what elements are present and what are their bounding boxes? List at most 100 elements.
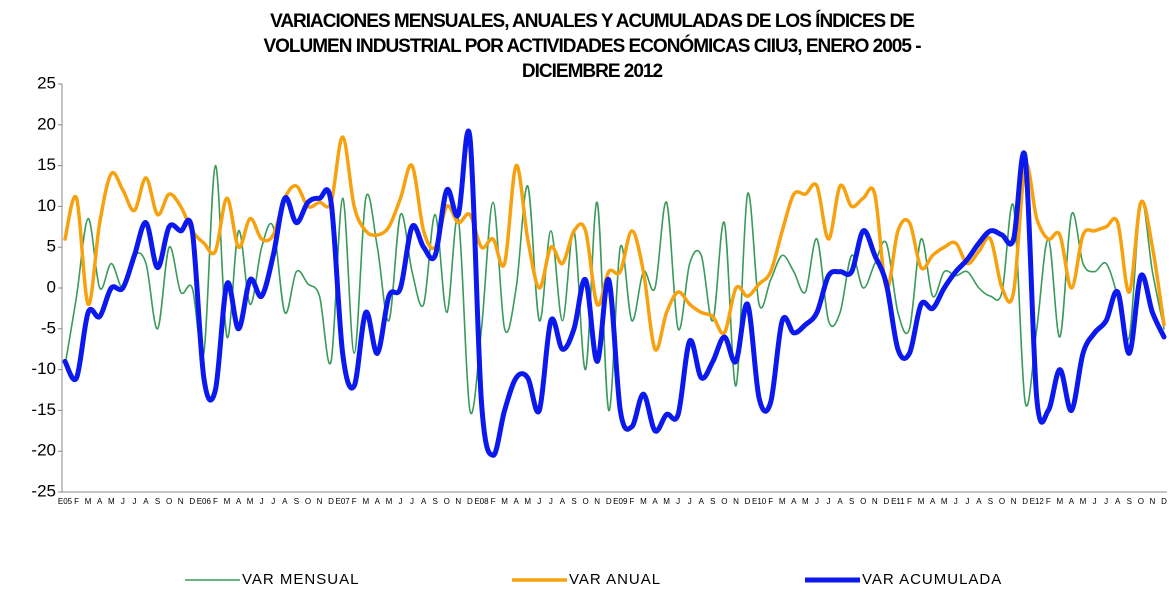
- x-tick-label: J: [410, 497, 414, 506]
- x-tick-label: A: [976, 497, 982, 506]
- x-tick-label: F: [1046, 497, 1051, 506]
- x-tick-label: S: [155, 497, 160, 506]
- x-tick-label: O: [444, 497, 450, 506]
- x-tick-label: M: [663, 497, 670, 506]
- x-tick-label: A: [930, 497, 936, 506]
- y-tick-label: -25: [31, 481, 56, 500]
- x-tick-label: E11: [891, 497, 905, 506]
- x-tick-label: S: [988, 497, 993, 506]
- x-tick-label: M: [640, 497, 647, 506]
- x-tick-label: N: [733, 497, 739, 506]
- x-tick-label: O: [582, 497, 588, 506]
- x-tick-label: A: [97, 497, 103, 506]
- x-tick-label: O: [1138, 497, 1144, 506]
- x-tick-label: A: [699, 497, 705, 506]
- x-tick-label: S: [433, 497, 438, 506]
- x-tick-label: M: [1080, 497, 1087, 506]
- x-tick-label: A: [652, 497, 658, 506]
- x-tick-label: A: [375, 497, 381, 506]
- x-tick-label: J: [1104, 497, 1108, 506]
- legend-label: VAR MENSUAL: [242, 571, 359, 588]
- x-tick-label: A: [282, 497, 288, 506]
- x-tick-label: M: [918, 497, 925, 506]
- y-tick-label: 0: [47, 277, 56, 296]
- x-tick-label: F: [768, 497, 773, 506]
- x-tick-label: A: [1069, 497, 1075, 506]
- y-tick-label: -5: [41, 318, 56, 337]
- x-tick-label: J: [1093, 497, 1097, 506]
- x-tick-label: F: [629, 497, 634, 506]
- x-tick-label: M: [1057, 497, 1064, 506]
- x-tick-label: O: [166, 497, 172, 506]
- x-tick-label: N: [455, 497, 461, 506]
- x-tick-label: F: [491, 497, 496, 506]
- y-tick-label: -15: [31, 400, 56, 419]
- x-tick-label: F: [907, 497, 912, 506]
- y-tick-label: 5: [47, 237, 56, 256]
- y-tick-label: -10: [31, 359, 56, 378]
- x-tick-label: D: [606, 497, 612, 506]
- x-tick-label: A: [837, 497, 843, 506]
- x-tick-label: J: [549, 497, 553, 506]
- x-tick-label: S: [1127, 497, 1132, 506]
- x-tick-label: J: [676, 497, 680, 506]
- x-tick-label: M: [108, 497, 115, 506]
- x-tick-label: A: [236, 497, 242, 506]
- x-tick-label: J: [398, 497, 402, 506]
- x-tick-label: M: [501, 497, 508, 506]
- x-tick-label: N: [317, 497, 323, 506]
- x-tick-label: A: [143, 497, 149, 506]
- x-tick-label: E07: [336, 497, 351, 506]
- chart-title: DICIEMBRE 2012: [522, 61, 663, 82]
- y-tick-label: 25: [37, 73, 56, 92]
- x-tick-label: D: [189, 497, 195, 506]
- series-line: [63, 135, 1166, 352]
- series-line: [64, 164, 1165, 415]
- x-tick-label: E08: [474, 497, 489, 506]
- x-tick-label: S: [710, 497, 715, 506]
- x-tick-label: E12: [1030, 497, 1045, 506]
- x-tick-label: M: [247, 497, 254, 506]
- x-tick-label: J: [827, 497, 831, 506]
- x-tick-label: A: [513, 497, 519, 506]
- y-tick-label: -20: [31, 441, 56, 460]
- x-tick-label: S: [849, 497, 854, 506]
- y-tick-label: 15: [37, 155, 56, 174]
- x-tick-label: E06: [197, 497, 212, 506]
- y-tick-label: 10: [37, 196, 56, 215]
- x-tick-label: M: [941, 497, 948, 506]
- x-tick-label: N: [872, 497, 878, 506]
- x-tick-label: M: [85, 497, 92, 506]
- x-tick-label: N: [1011, 497, 1017, 506]
- x-tick-label: M: [224, 497, 231, 506]
- x-tick-label: J: [260, 497, 264, 506]
- x-tick-label: D: [883, 497, 889, 506]
- x-tick-label: D: [745, 497, 751, 506]
- x-tick-label: M: [524, 497, 531, 506]
- x-tick-label: A: [421, 497, 427, 506]
- y-tick-label: 20: [37, 114, 56, 133]
- x-tick-label: O: [999, 497, 1005, 506]
- x-tick-label: A: [1115, 497, 1121, 506]
- x-tick-label: F: [213, 497, 218, 506]
- x-tick-label: E05: [58, 497, 73, 506]
- x-tick-label: S: [571, 497, 576, 506]
- x-tick-label: N: [1150, 497, 1156, 506]
- x-tick-label: J: [965, 497, 969, 506]
- series-line: [62, 128, 1167, 458]
- x-tick-label: O: [860, 497, 866, 506]
- x-tick-label: D: [1161, 497, 1167, 506]
- x-tick-label: D: [1022, 497, 1028, 506]
- chart-title: VARIACIONES MENSUALES, ANUALES Y ACUMULA…: [270, 10, 914, 32]
- x-tick-label: J: [537, 497, 541, 506]
- x-tick-label: E09: [613, 497, 628, 506]
- x-tick-label: J: [271, 497, 275, 506]
- x-tick-label: J: [121, 497, 125, 506]
- x-tick-label: N: [178, 497, 184, 506]
- x-tick-label: F: [352, 497, 357, 506]
- x-tick-label: J: [132, 497, 136, 506]
- chart-title: VOLUMEN INDUSTRIAL POR ACTIVIDADES ECONÓ…: [263, 35, 921, 57]
- x-tick-label: A: [560, 497, 566, 506]
- x-tick-label: J: [688, 497, 692, 506]
